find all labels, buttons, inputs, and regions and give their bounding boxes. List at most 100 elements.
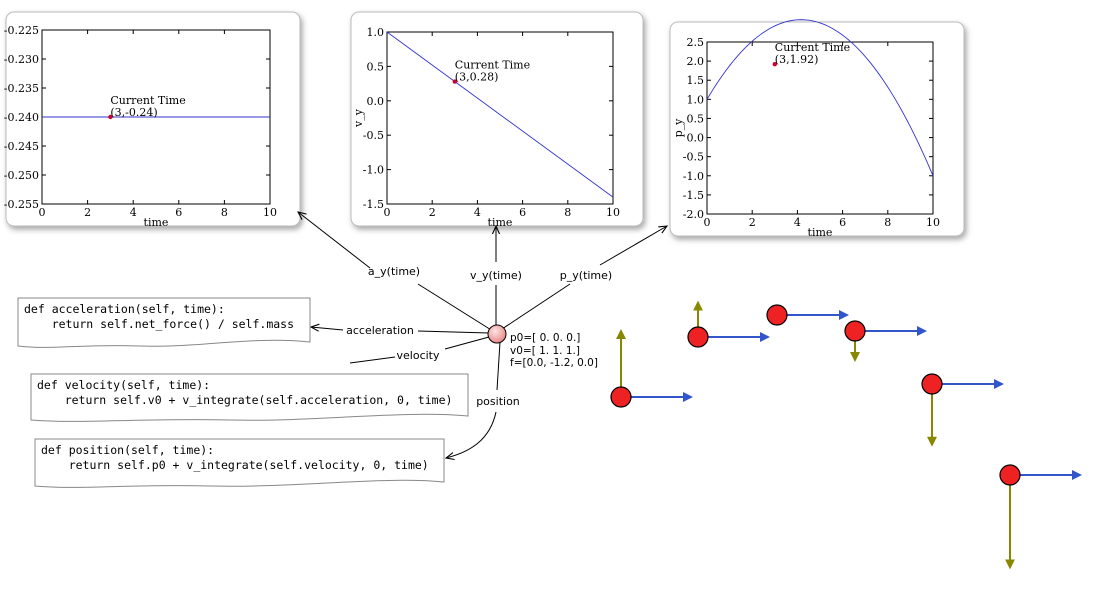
y-tick-label: -1.0 — [683, 170, 704, 183]
current-time-title: Current Time — [775, 41, 850, 54]
x-tick-label: 2 — [84, 206, 91, 219]
particle — [921, 373, 1004, 447]
x-tick-label: 0 — [384, 206, 391, 219]
y-tick-label: 2.5 — [687, 36, 705, 49]
hub-state-v0: v0=[ 1. 1. 1.] — [510, 345, 580, 357]
plot-frame — [386, 31, 614, 205]
x-tick-label: 10 — [263, 206, 277, 219]
y-tick-label: 1.5 — [687, 74, 705, 87]
particle-trajectory — [610, 300, 1082, 570]
particle-ball[interactable] — [844, 320, 866, 342]
y-axis-label: v_y — [352, 108, 365, 128]
chart-panel-acceleration: 0 2 4 6 8 10 -0.255 -0.250 -0.245 -0.240 -0.235 -0.… — [4, 11, 301, 229]
code-position-line-1: def position(self, time): — [41, 443, 214, 457]
x-axis-label: time — [488, 216, 513, 229]
code-note-acceleration: def acceleration(self, time): return sel… — [17, 297, 311, 348]
chart-panel-position: 0 2 4 6 8 10 -2.0 -1.5 -1.0 -0.5 0.0 0.5 1.0 1.5 2.0 2.… — [669, 19, 965, 239]
code-note-velocity-shape — [30, 373, 469, 422]
particle — [999, 464, 1082, 570]
y-tick-label: -0.250 — [4, 169, 39, 182]
y-tick-label: -0.255 — [4, 198, 39, 211]
x-tick-label: 4 — [130, 206, 137, 219]
y-axis-label: p_y — [672, 118, 685, 138]
code-acceleration-line-2: return self.net_force() / self.mass — [24, 317, 294, 331]
y-tick-label: 0.5 — [367, 60, 385, 73]
y-tick-label: 2.0 — [687, 55, 705, 68]
code-note-position-shape — [34, 438, 445, 488]
x-tick-label: 6 — [175, 206, 182, 219]
code-note-velocity: def velocity(self, time): return self.v0… — [30, 373, 469, 422]
code-velocity-line-1: def velocity(self, time): — [37, 378, 210, 392]
x-tick-label: 8 — [564, 206, 571, 219]
y-tick-label: -1.5 — [363, 198, 384, 211]
particle-ball[interactable] — [766, 304, 788, 326]
edge-position-top — [496, 341, 501, 391]
particle-ball[interactable] — [610, 386, 632, 408]
x-tick-label: 0 — [704, 216, 711, 229]
y-tick-label: 0.0 — [367, 95, 385, 108]
y-tick-label: -0.235 — [4, 82, 39, 95]
y-tick-label: -1.0 — [363, 164, 384, 177]
y-tick-label: -0.5 — [363, 129, 384, 142]
current-time-marker — [108, 114, 113, 120]
y-tick-label: 1.0 — [687, 93, 705, 106]
x-tick-label: 6 — [839, 216, 846, 229]
x-tick-label: 8 — [884, 216, 891, 229]
edge-velocity — [349, 356, 396, 364]
y-tick-label: -2.0 — [683, 208, 704, 221]
x-tick-label: 8 — [221, 206, 228, 219]
edge-p-y — [599, 226, 667, 266]
particle — [844, 320, 927, 363]
particle-ball[interactable] — [999, 464, 1021, 486]
current-time-title: Current Time — [110, 94, 185, 107]
hub-state-p0: p0=[ 0. 0. 0.] — [510, 332, 580, 344]
particle — [687, 300, 770, 348]
particle — [766, 304, 849, 326]
code-velocity-line-2: return self.v0 + v_integrate(self.accele… — [37, 393, 452, 407]
edge-position — [446, 411, 497, 458]
edge-label-acceleration: acceleration — [346, 324, 414, 337]
edge-label-p-y: p_y(time) — [560, 269, 612, 282]
hub-state: p0=[ 0. 0. 0.] v0=[ 1. 1. 1.] f=[0.0, -1… — [510, 332, 598, 369]
x-axis-label: time — [144, 216, 169, 229]
edge-acceleration-tail — [417, 330, 490, 334]
code-note-position: def position(self, time): return self.p0… — [34, 438, 445, 488]
series-line — [706, 19, 934, 176]
x-tick-label: 0 — [39, 206, 46, 219]
edge-velocity-tail — [444, 336, 490, 350]
edge-a-y-tail — [417, 283, 497, 334]
chart-card — [350, 11, 644, 227]
code-note-acceleration-shape — [17, 297, 311, 348]
x-tick-label: 4 — [474, 206, 481, 219]
edge-a-y — [298, 212, 371, 269]
y-tick-label: 1.0 — [367, 26, 385, 39]
current-time-marker — [772, 61, 777, 67]
edge-label-velocity: velocity — [397, 349, 440, 362]
plot-frame — [706, 41, 934, 215]
code-acceleration-line-1: def acceleration(self, time): — [24, 302, 225, 316]
particle-ball[interactable] — [687, 326, 709, 348]
particle-hub-node[interactable] — [487, 324, 507, 344]
y-tick-label: 0.5 — [687, 112, 705, 125]
particle — [610, 329, 693, 408]
current-time-value: (3,1.92) — [775, 53, 819, 66]
current-time-marker — [452, 79, 457, 84]
edge-label-v-y: v_y(time) — [470, 269, 522, 282]
x-tick-label: 2 — [749, 216, 756, 229]
particle-ball[interactable] — [921, 373, 943, 395]
y-tick-label: -0.240 — [4, 111, 39, 124]
y-tick-label: -0.5 — [683, 151, 704, 164]
current-time-value: (3,0.28) — [455, 71, 499, 84]
x-tick-label: 2 — [429, 206, 436, 219]
y-tick-label: 0.0 — [687, 132, 705, 145]
current-time-title: Current Time — [455, 59, 530, 72]
x-tick-label: 4 — [794, 216, 801, 229]
y-tick-label: -1.5 — [683, 189, 704, 202]
chart-card — [5, 11, 301, 227]
edge-label-a-y: a_y(time) — [368, 265, 420, 278]
x-axis-label: time — [808, 226, 833, 239]
edge-label-position: position — [476, 395, 520, 408]
edge-acceleration — [311, 327, 344, 330]
x-tick-label: 10 — [606, 206, 620, 219]
